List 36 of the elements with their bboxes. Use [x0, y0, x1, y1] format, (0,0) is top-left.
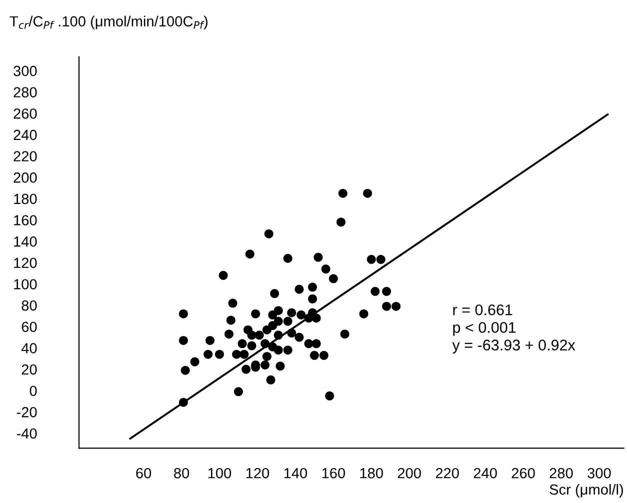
x-tick-label: 100 [208, 468, 232, 478]
y-tick-label: 0 [30, 386, 37, 396]
y-tick-label: 100 [14, 279, 37, 290]
y-tick-label: -20 [16, 407, 37, 418]
y-tick-label: 260 [14, 108, 37, 119]
x-tick-label: 220 [436, 468, 459, 478]
annotation: p < 0.001 [453, 322, 516, 336]
y-tick-label: 300 [14, 66, 37, 76]
y-tick-label: 140 [14, 236, 37, 247]
y-tick-label: 120 [14, 258, 37, 268]
y-tick-label: 200 [14, 172, 37, 183]
x-tick-label: 240 [474, 468, 497, 478]
x-axis-title: Scr (μmol/l) [550, 484, 623, 498]
y-tick-label: 280 [14, 87, 37, 98]
y-tick-label: -40 [16, 428, 37, 439]
annotation: y = -63.93 + 0.92x [452, 340, 576, 354]
x-tick-label: 160 [322, 468, 345, 478]
x-tick-label: 120 [246, 468, 270, 478]
x-tick-label: 80 [174, 468, 190, 478]
y-tick-label: 80 [22, 300, 37, 311]
y-tick-label: 220 [14, 151, 37, 162]
y-tick-label: 180 [14, 194, 37, 204]
y-tick-label: 160 [14, 215, 37, 226]
y-tick-label: 60 [22, 322, 37, 332]
x-tick-label: 180 [360, 468, 383, 478]
y-axis-title: T$_{cr}$/C$_{Pf}$ .100 (μmol/min/100C$_{Pf}$) [10, 16, 208, 30]
x-tick-label: 200 [398, 468, 421, 478]
y-tick-label: 20 [22, 364, 37, 375]
y-tick-label: 240 [14, 130, 37, 140]
x-tick-label: 60 [136, 468, 152, 478]
x-tick-label: 280 [550, 468, 573, 478]
x-tick-label: 140 [284, 468, 308, 478]
y-tick-label: 40 [21, 343, 37, 354]
x-tick-label: 260 [512, 468, 535, 478]
x-tick-label: 300 [588, 468, 611, 478]
annotation: r = 0.661 [453, 304, 512, 316]
